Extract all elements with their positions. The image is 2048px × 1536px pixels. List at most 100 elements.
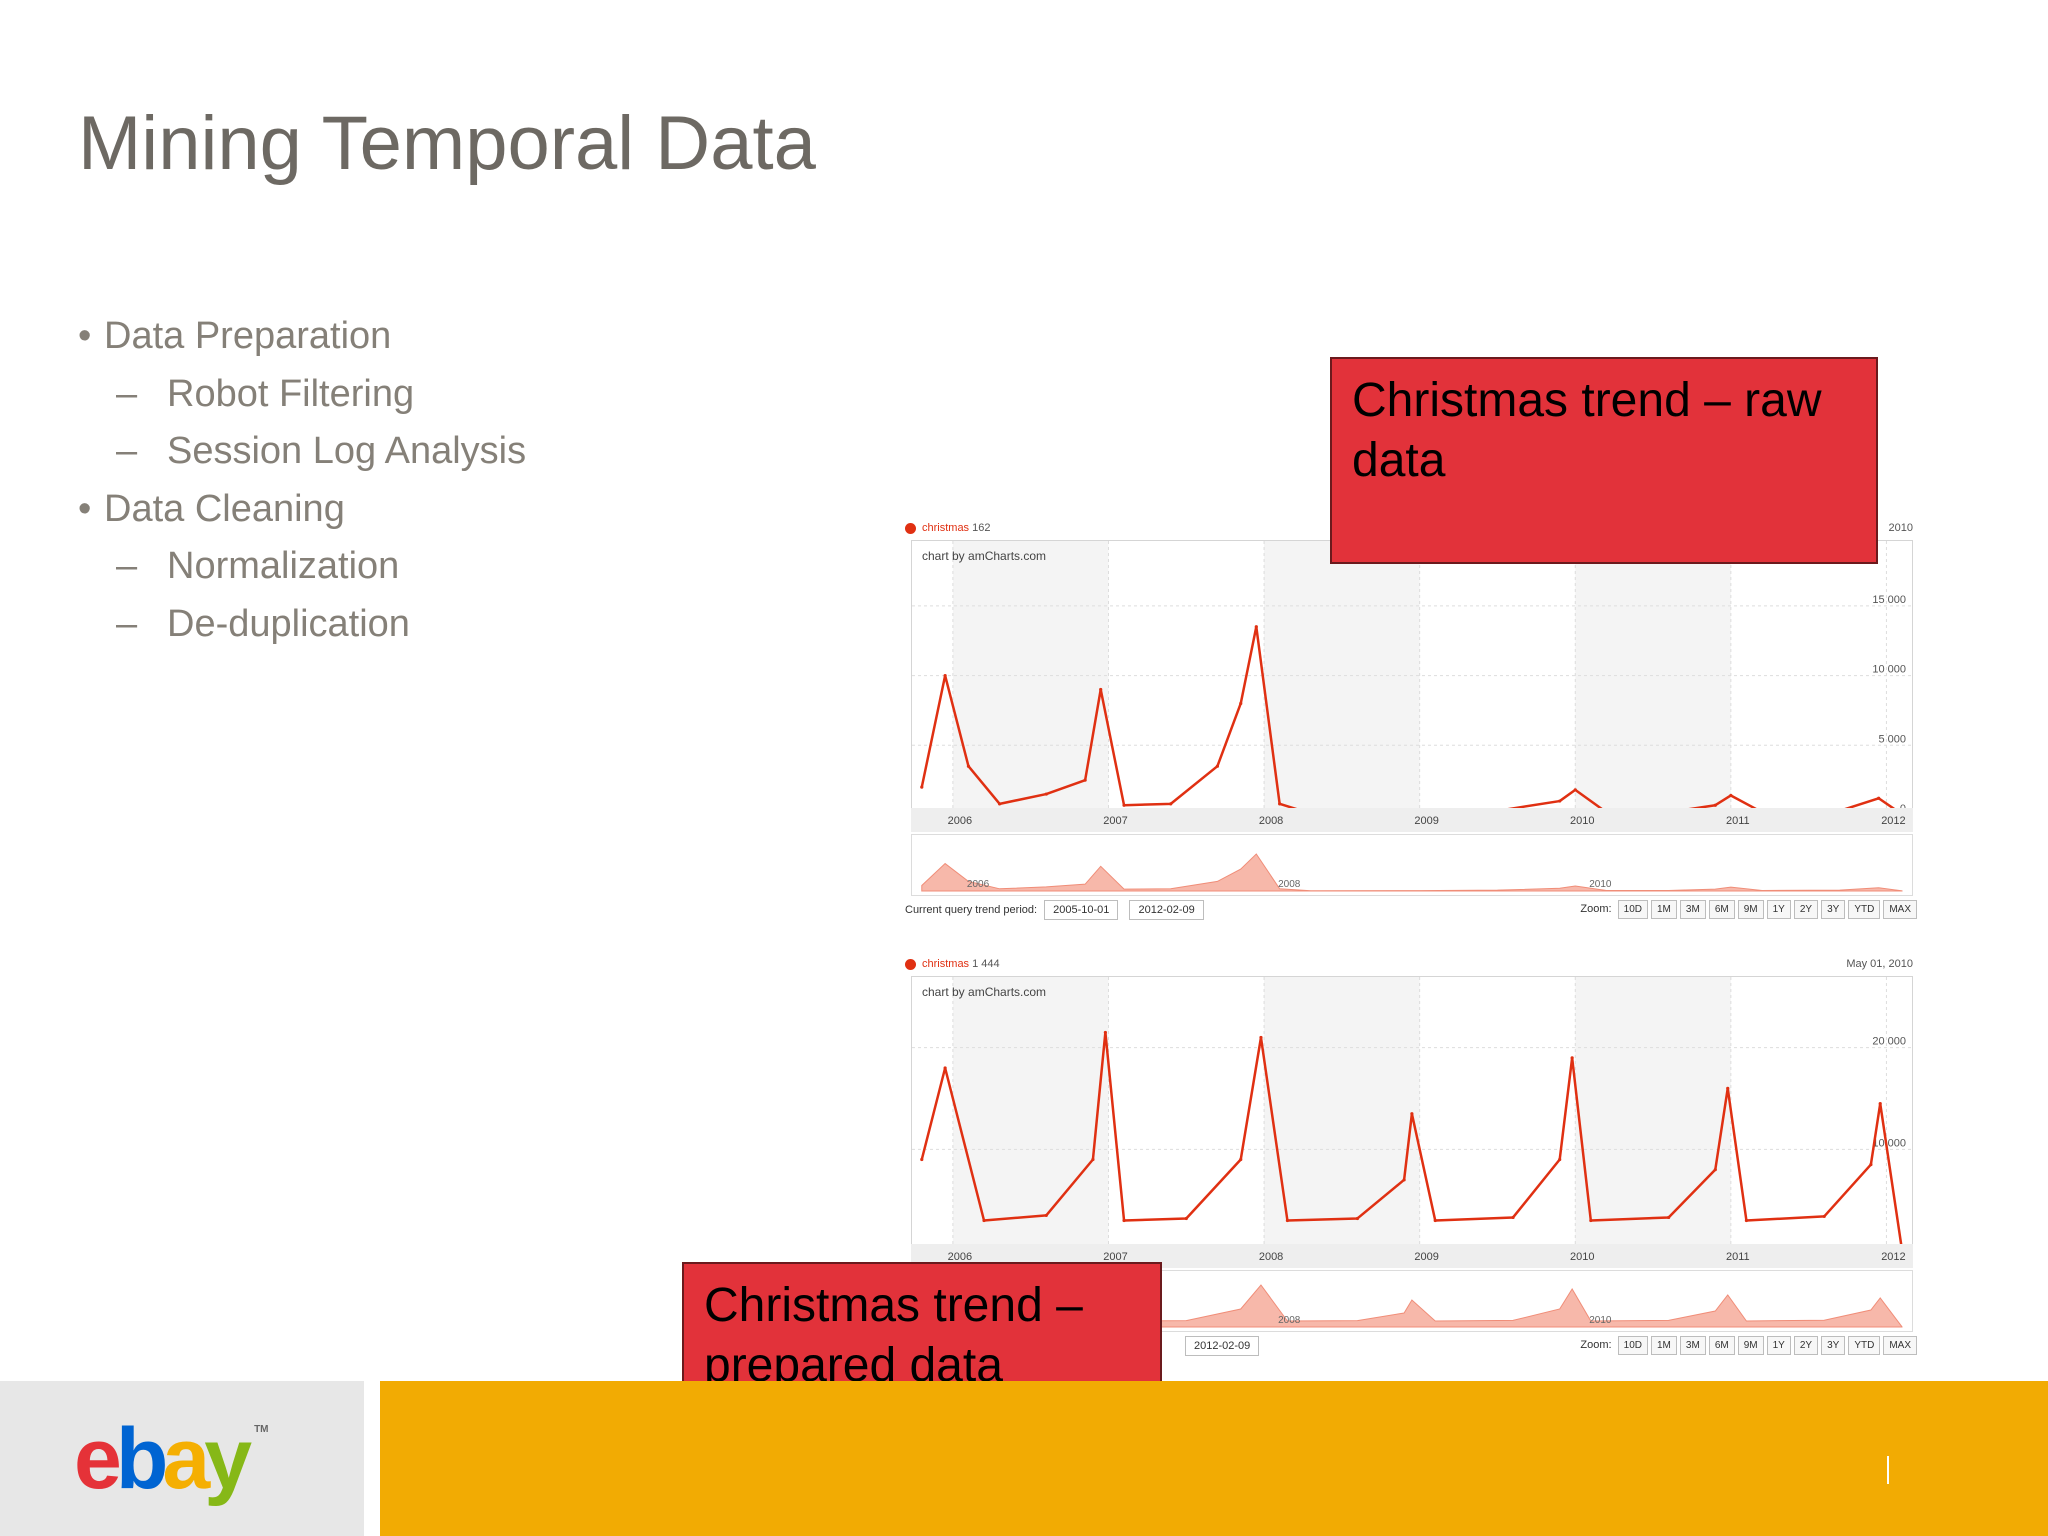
- data-point: [1570, 1056, 1574, 1060]
- period-end-input[interactable]: 2012-02-09: [1129, 900, 1204, 920]
- x-tick-label: 2009: [1414, 815, 1438, 827]
- data-point: [1169, 802, 1173, 806]
- x-axis-svg: 2006 2007 2008 2009 2010 2011 2012: [948, 815, 1906, 827]
- data-point: [1511, 1215, 1515, 1220]
- zoom-3y-button[interactable]: 3Y: [1821, 1336, 1846, 1355]
- data-point: [1239, 1157, 1243, 1162]
- y-tick-label: 20 000: [1872, 1036, 1906, 1048]
- plot-svg: 10 000 20 000: [912, 977, 1912, 1257]
- zoom-max-button[interactable]: MAX: [1883, 900, 1917, 919]
- legend-series-name: christmas: [922, 522, 970, 534]
- plot-area[interactable]: 10 000 20 000 chart by amCharts.com: [911, 976, 1913, 1258]
- year-band: [1264, 541, 1420, 821]
- zoom-9m-button[interactable]: 9M: [1737, 1336, 1764, 1355]
- zoom-9m-button[interactable]: 9M: [1737, 900, 1764, 919]
- chart-credit[interactable]: chart by amCharts.com: [922, 985, 1047, 999]
- zoom-6m-button[interactable]: 6M: [1708, 1336, 1735, 1355]
- x-tick-label: 2007: [1103, 815, 1127, 827]
- bullet-item: • Data Cleaning: [78, 481, 526, 539]
- chart-legend[interactable]: christmas 162: [905, 522, 990, 534]
- zoom-3m-button[interactable]: 3M: [1679, 1336, 1706, 1355]
- bullet-text: Session Log Analysis: [167, 430, 527, 472]
- callout-raw-data: Christmas trend – raw data: [1330, 357, 1878, 564]
- x-tick-label: 2011: [1726, 1251, 1750, 1263]
- data-point: [1184, 1216, 1188, 1221]
- zoom-1y-button[interactable]: 1Y: [1766, 1336, 1791, 1355]
- navigator-label: 2008: [1278, 1315, 1301, 1326]
- bullet-item: – De-duplication: [78, 596, 526, 654]
- zoom-3m-button[interactable]: 3M: [1679, 900, 1706, 919]
- navigator-scrollbar[interactable]: 2006 2008 2010: [911, 834, 1913, 896]
- legend-dot-icon: [905, 522, 916, 534]
- zoom-1m-button[interactable]: 1M: [1651, 1336, 1677, 1355]
- period-label: Current query trend period:: [905, 904, 1038, 916]
- data-point: [1877, 796, 1881, 800]
- navigator-label: 2006: [967, 879, 990, 890]
- x-axis-svg: 2006 2007 2008 2009 2010 2011 2012: [948, 1251, 1906, 1263]
- zoom-6m-button[interactable]: 6M: [1708, 900, 1735, 919]
- zoom-10d-button[interactable]: 10D: [1617, 900, 1648, 919]
- bullet-mark: –: [116, 372, 138, 415]
- data-point: [966, 764, 971, 768]
- chart-legend[interactable]: christmas 1 444: [905, 958, 1000, 970]
- bullet-text: Robot Filtering: [167, 372, 415, 415]
- period-end-input[interactable]: 2012-02-09: [1185, 1336, 1260, 1356]
- date-readout: 2010: [1888, 522, 1913, 534]
- x-tick-label: 2006: [948, 1251, 972, 1263]
- zoom-ytd-button[interactable]: YTD: [1848, 1336, 1881, 1355]
- zoom-label: Zoom:: [1580, 1339, 1612, 1351]
- zoom-1m-button[interactable]: 1M: [1651, 900, 1677, 919]
- data-point: [1083, 778, 1087, 782]
- legend-series-value: 1 444: [972, 958, 1000, 970]
- page-number-marker: [1887, 1456, 1889, 1484]
- data-point: [1869, 1162, 1873, 1167]
- zoom-2y-button[interactable]: 2Y: [1793, 900, 1819, 919]
- navigator-label: 2008: [1278, 879, 1301, 890]
- zoom-10d-button[interactable]: 10D: [1617, 1336, 1648, 1355]
- data-point: [1433, 1218, 1437, 1223]
- data-point: [1558, 1157, 1562, 1162]
- zoom-ytd-button[interactable]: YTD: [1848, 900, 1881, 919]
- data-point: [1259, 1035, 1263, 1040]
- data-point: [1239, 701, 1243, 706]
- data-point: [1573, 788, 1577, 792]
- bullet-text: Data Preparation: [104, 315, 392, 357]
- bullet-item: – Robot Filtering: [78, 366, 526, 424]
- x-tick-label: 2011: [1726, 815, 1750, 827]
- y-tick-label: 5 000: [1878, 733, 1906, 745]
- navigator-label: 2010: [1589, 1315, 1612, 1326]
- chart-credit[interactable]: chart by amCharts.com: [922, 549, 1047, 563]
- navigator-label: 2010: [1589, 879, 1612, 890]
- zoom-2y-button[interactable]: 2Y: [1793, 1336, 1819, 1355]
- x-tick-label: 2006: [948, 815, 972, 827]
- legend-series-value: 162: [972, 522, 991, 534]
- data-point: [1122, 1218, 1126, 1223]
- bullet-item: – Session Log Analysis: [78, 423, 526, 481]
- data-point: [1878, 1101, 1882, 1106]
- chart-controls: 2012-02-09 Zoom: 10D 1M 3M 6M 9M 1Y 2Y 3Y YTD MAX: [905, 1336, 1917, 1362]
- data-point: [943, 673, 947, 678]
- year-band: [1575, 977, 1731, 1257]
- data-point: [1355, 1216, 1360, 1221]
- data-point: [1285, 1218, 1290, 1223]
- legend-dot-icon: [905, 958, 916, 970]
- bullet-mark: •: [78, 315, 92, 357]
- navigator-svg: 2006 2008 2010: [921, 853, 1903, 892]
- data-point: [1122, 803, 1126, 807]
- data-point: [1589, 1218, 1593, 1223]
- data-point: [1254, 625, 1258, 629]
- bullet-mark: –: [116, 430, 138, 472]
- zoom-1y-button[interactable]: 1Y: [1766, 900, 1791, 919]
- data-point: [1099, 687, 1103, 692]
- zoom-3y-button[interactable]: 3Y: [1821, 900, 1846, 919]
- year-band: [1264, 977, 1420, 1257]
- zoom-bar: Zoom: 10D 1M 3M 6M 9M 1Y 2Y 3Y YTD MAX: [1580, 1336, 1917, 1355]
- bullet-list: • Data Preparation – Robot Filtering – Sess…: [78, 308, 526, 653]
- ebay-logo: ebay TM: [74, 1410, 269, 1509]
- data-point: [1402, 1178, 1406, 1182]
- zoom-max-button[interactable]: MAX: [1883, 1336, 1917, 1355]
- period-start-input[interactable]: 2005-10-01: [1044, 900, 1119, 920]
